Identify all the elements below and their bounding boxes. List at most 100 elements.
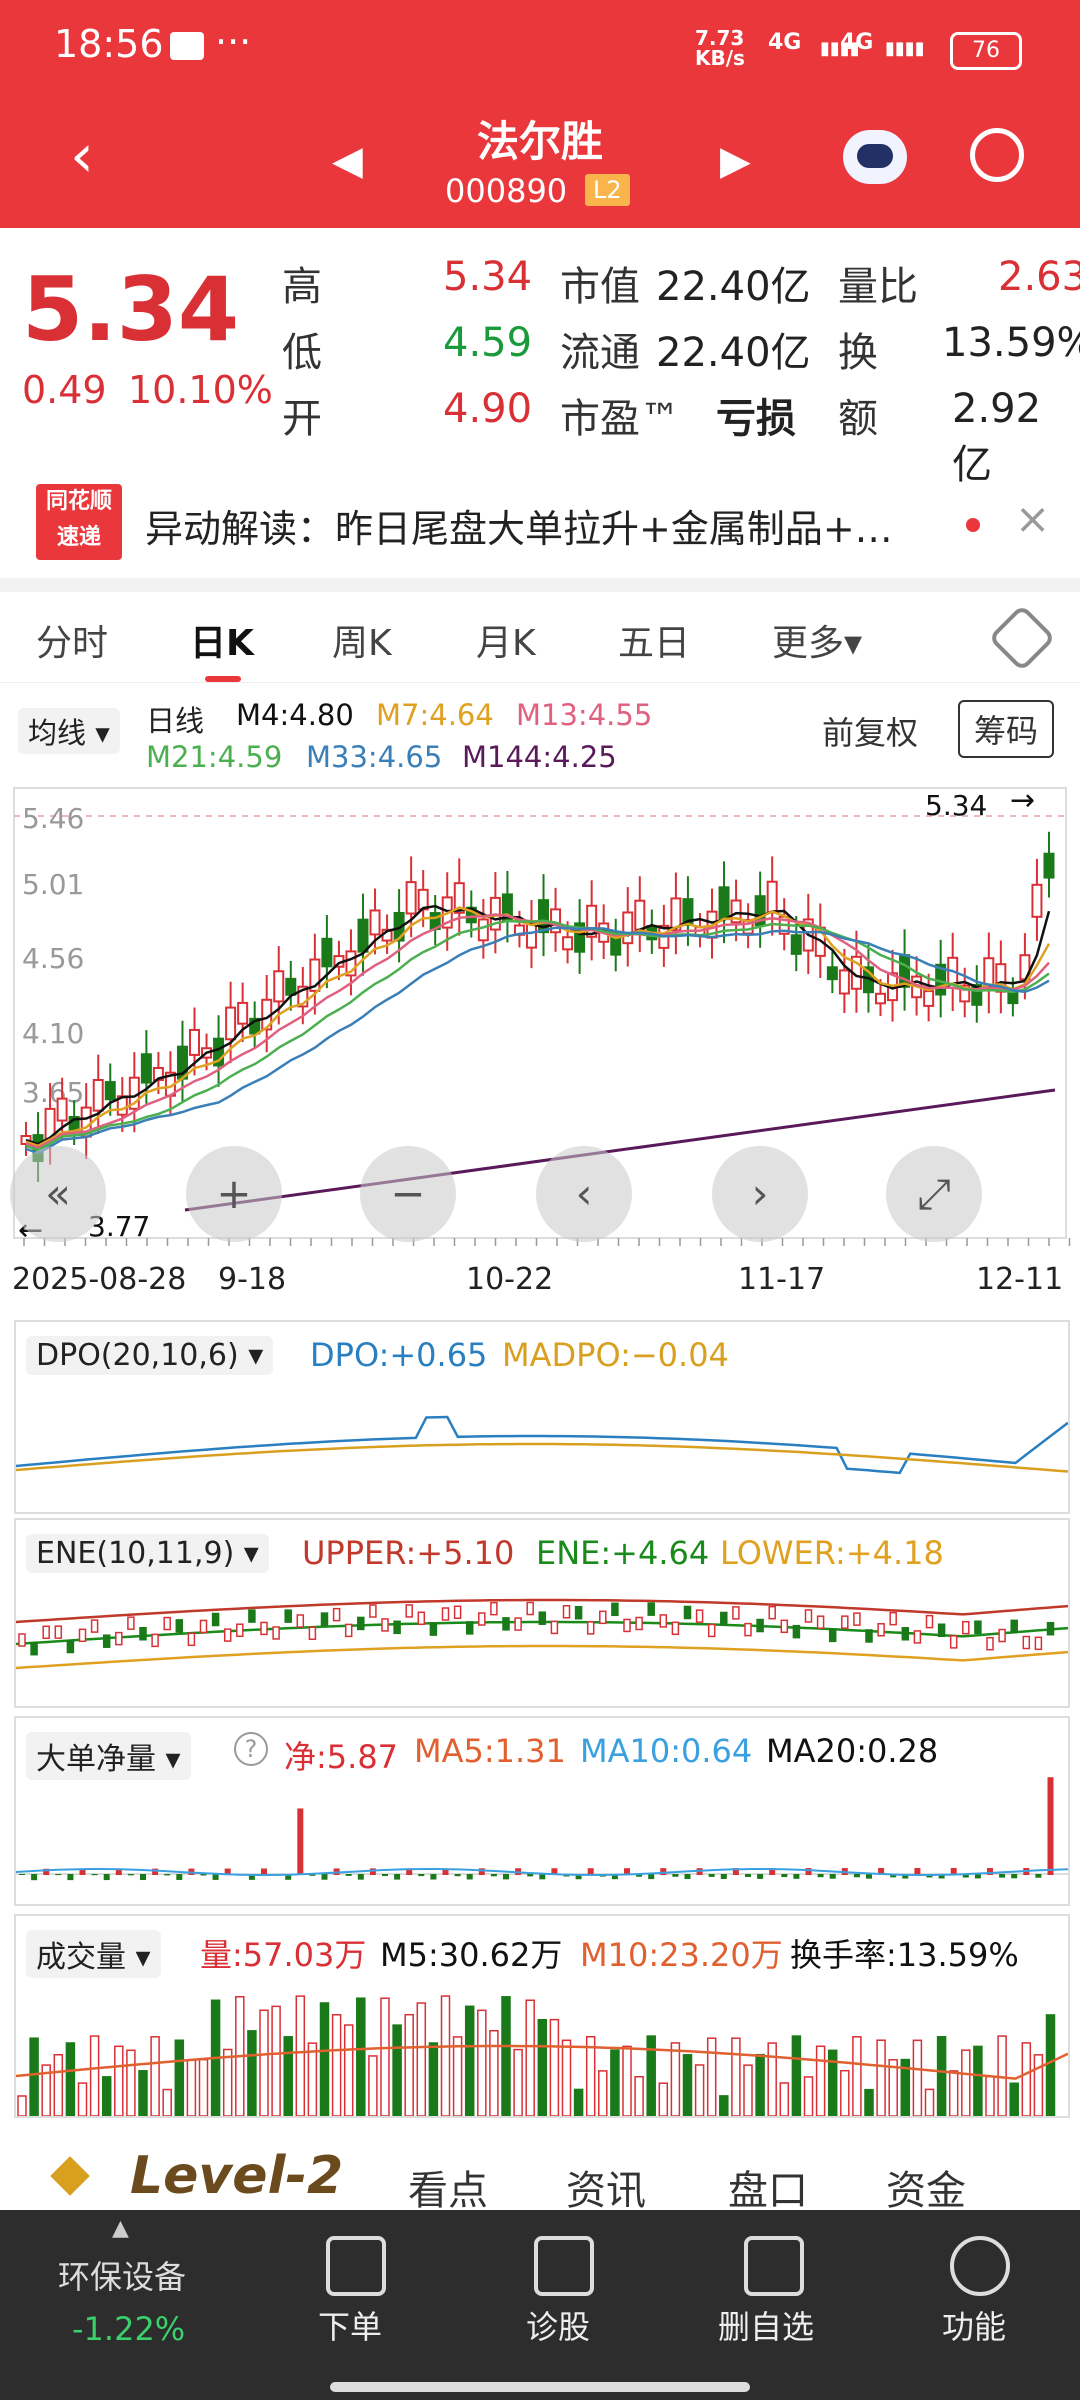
candle-body (369, 909, 381, 936)
chips-button[interactable]: 筹码 (958, 700, 1055, 758)
volume-bar (743, 2064, 753, 2116)
ene-candle (804, 1609, 813, 1623)
rewind-button[interactable]: « (10, 1146, 106, 1242)
tab-news[interactable]: 资讯 (566, 2168, 646, 2214)
bigorder-bar (611, 1874, 618, 1880)
volume-bar (259, 2009, 269, 2116)
volume-bar (356, 1997, 366, 2116)
candle-body (56, 1097, 68, 1122)
ma13-label: M13:4.55 (516, 698, 653, 732)
volume-bar (827, 2049, 838, 2116)
ene-panel[interactable]: ENE(10,11,9) ▾ UPPER:+5.10 ENE:+4.64 LOW… (14, 1518, 1070, 1708)
bigorder-bar (587, 1868, 594, 1875)
remove-watchlist-button[interactable]: 删自选 (718, 2308, 815, 2346)
bigorder-bar (648, 1874, 655, 1880)
expand-up-icon[interactable]: ▲ (112, 2216, 129, 2241)
bigorder-bar (382, 1874, 388, 1877)
volume-m5: M5:30.62万 (380, 1936, 563, 1974)
candle-body (249, 1017, 261, 1035)
volume-panel[interactable]: 成交量 ▾ 量:57.03万 M5:30.62万 M10:23.20万 换手率:… (14, 1914, 1070, 2118)
bigorder-bar (805, 1868, 812, 1875)
tab-daily-k[interactable]: 日K (190, 623, 254, 664)
volume-bar (706, 2037, 717, 2116)
tab-orderbook[interactable]: 盘口 (728, 2168, 808, 2214)
tab-weekly-k[interactable]: 周K (332, 623, 392, 664)
function-button[interactable]: 功能 (942, 2308, 1007, 2346)
volratio-value: 2.63 (998, 254, 1080, 300)
candle-body (766, 880, 778, 914)
stock-code: 000890 (445, 172, 568, 210)
remove-watchlist-icon[interactable] (744, 2236, 804, 2296)
dpo-select-button[interactable]: DPO(20,10,6) ▾ (26, 1336, 274, 1375)
volume-select-button[interactable]: 成交量 ▾ (26, 1930, 161, 1978)
ene-candle (611, 1602, 619, 1617)
dpo-panel[interactable]: DPO(20,10,6) ▾ DPO:+0.65 MADPO:−0.04 (14, 1320, 1070, 1514)
ene-candle (707, 1623, 716, 1638)
kline-chart[interactable]: 5.465.014.564.103.65 5.34 → ← 3.77 (0, 780, 1080, 1300)
next-stock-icon[interactable]: ▶ (720, 138, 751, 184)
bigorder-ma5: MA5:1.31 (414, 1732, 566, 1770)
scroll-left-button[interactable]: ‹ (536, 1146, 632, 1242)
ene-candle (18, 1633, 26, 1647)
bigorder-bar (551, 1868, 558, 1875)
ene-candle (550, 1620, 559, 1635)
tab-more[interactable]: 更多▾ (772, 623, 863, 664)
bigorder-bar (127, 1874, 134, 1876)
bigorder-bar (503, 1874, 509, 1880)
news-text[interactable]: 异动解读：昨日尾盘大单拉升+金属制品+… (145, 507, 893, 551)
bigorder-bar (624, 1868, 630, 1875)
bigorder-bar (1035, 1874, 1042, 1878)
ene-select-button[interactable]: ENE(10,11,9) ▾ (26, 1534, 269, 1573)
fullscreen-button[interactable]: ⤢ (886, 1146, 982, 1242)
bigorder-bar (466, 1874, 473, 1880)
volume-bar (585, 2036, 596, 2116)
order-button[interactable]: 下单 (318, 2308, 383, 2346)
ene-candle (732, 1606, 740, 1620)
ene-candle (998, 1628, 1006, 1643)
zoom-in-button[interactable]: + (186, 1146, 282, 1242)
ene-candle (841, 1615, 849, 1629)
restore-rights-button[interactable]: 前复权 (822, 714, 919, 752)
ma-line (25, 904, 1051, 1146)
ene-candle (514, 1617, 522, 1631)
back-arrow-icon[interactable]: ‹ (70, 121, 94, 191)
diagnose-icon[interactable] (534, 2236, 594, 2296)
diagnose-button[interactable]: 诊股 (526, 2308, 591, 2346)
bigorder-panel[interactable]: 大单净量 ▾ ? 净:5.87 MA5:1.31 MA10:0.64 MA20:… (14, 1716, 1070, 1906)
tab-highlights[interactable]: 看点 (408, 2168, 488, 2214)
ene-lower-value: LOWER:+4.18 (720, 1534, 944, 1572)
bigorder-bar (757, 1874, 764, 1879)
function-icon[interactable] (950, 2236, 1010, 2296)
news-bar[interactable]: 同花顺 速递 异动解读：昨日尾盘大单拉升+金属制品+… × (0, 468, 1080, 578)
ene-candle (211, 1612, 220, 1627)
bigorder-bar (890, 1874, 897, 1878)
bigorder-select-button[interactable]: 大单净量 ▾ (26, 1732, 191, 1780)
level2-tab[interactable]: Level-2 (130, 2146, 344, 2206)
tab-five-day[interactable]: 五日 (618, 623, 691, 664)
volume-bar (610, 2049, 620, 2116)
zoom-out-button[interactable]: − (360, 1146, 456, 1242)
tab-funds[interactable]: 资金 (886, 2168, 966, 2214)
volume-bar (428, 2042, 439, 2116)
settings-gear-icon[interactable] (988, 604, 1056, 672)
prev-stock-icon[interactable]: ◀ (332, 138, 363, 184)
ma-select-button[interactable]: 均线 ▾ (18, 708, 120, 754)
sector-name[interactable]: 环保设备 (58, 2258, 187, 2296)
tab-intraday[interactable]: 分时 (36, 623, 109, 664)
volume-bar (815, 2045, 826, 2116)
volume-bar (912, 2039, 923, 2116)
bigorder-bar (829, 1874, 836, 1879)
help-icon[interactable]: ? (234, 1732, 268, 1766)
order-icon[interactable] (326, 2236, 386, 2296)
robot-assistant-icon[interactable] (843, 130, 907, 184)
date-label-2: 9-18 (218, 1262, 287, 1297)
close-icon[interactable]: × (1015, 494, 1051, 543)
dpo-value: DPO:+0.65 (310, 1336, 488, 1374)
ene-candle (42, 1625, 50, 1640)
scroll-right-button[interactable]: › (712, 1146, 808, 1242)
diamond-icon (50, 2156, 90, 2196)
search-icon[interactable] (970, 128, 1024, 182)
tab-monthly-k[interactable]: 月K (476, 623, 536, 664)
ene-candle (768, 1605, 776, 1620)
volume-bar (343, 2024, 354, 2116)
